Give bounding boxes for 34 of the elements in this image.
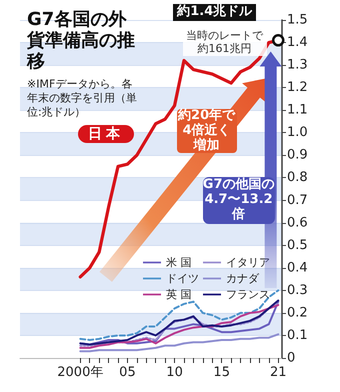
y-tick-label: 0 — [287, 350, 296, 366]
legend-label: ドイツ — [166, 272, 199, 285]
x-tick-label: 15 — [213, 365, 230, 380]
y-tick-label: 1.4 — [287, 35, 308, 50]
x-tick-label: 2000年 — [57, 365, 104, 380]
y-tick-label: 1.3 — [287, 58, 308, 73]
text: ※IMFデータから。各年末の数字を引用（単位:兆ドル） — [27, 78, 137, 118]
y-tick-label: 0.2 — [287, 305, 308, 320]
annotation: G7の他国の4.7〜13.2倍 — [202, 176, 275, 224]
y-tick-label: 1.0 — [287, 125, 308, 140]
y-tick-label: 0.9 — [287, 148, 308, 163]
annotation: 当時のレートで約161兆円 — [182, 29, 266, 56]
x-tick-label: 21 — [270, 365, 287, 380]
legend-label: イタリア — [226, 256, 270, 269]
y-tick-label: 0.7 — [287, 192, 308, 208]
y-tick-label: 1.1 — [287, 102, 308, 118]
annotation: 約1.4兆ドル — [173, 4, 256, 22]
y-tick-label: 0.1 — [287, 328, 308, 343]
y-tick-label: 0.8 — [287, 170, 308, 186]
y-tick-label: 0.5 — [287, 238, 308, 253]
y-tick-label: 1.2 — [287, 80, 308, 96]
y-tick-label: 1.5 — [287, 12, 308, 28]
legend-label: 英 国 — [166, 288, 192, 301]
legend-label: カナダ — [226, 272, 260, 285]
text: G7各国の外貨準備高の推移 — [26, 9, 135, 72]
x-tick-label: 05 — [119, 365, 136, 380]
y-tick-label: 0.6 — [287, 215, 308, 230]
y-tick-label: 0.3 — [287, 282, 308, 298]
series-label: 日本 — [78, 124, 134, 143]
annotation: 約20年で4倍近く増加 — [176, 108, 237, 154]
x-tick-label: 10 — [166, 365, 183, 380]
legend-label: 米 国 — [166, 256, 192, 269]
legend-label: フランス — [226, 288, 270, 301]
y-tick-label: 0.4 — [287, 260, 308, 276]
